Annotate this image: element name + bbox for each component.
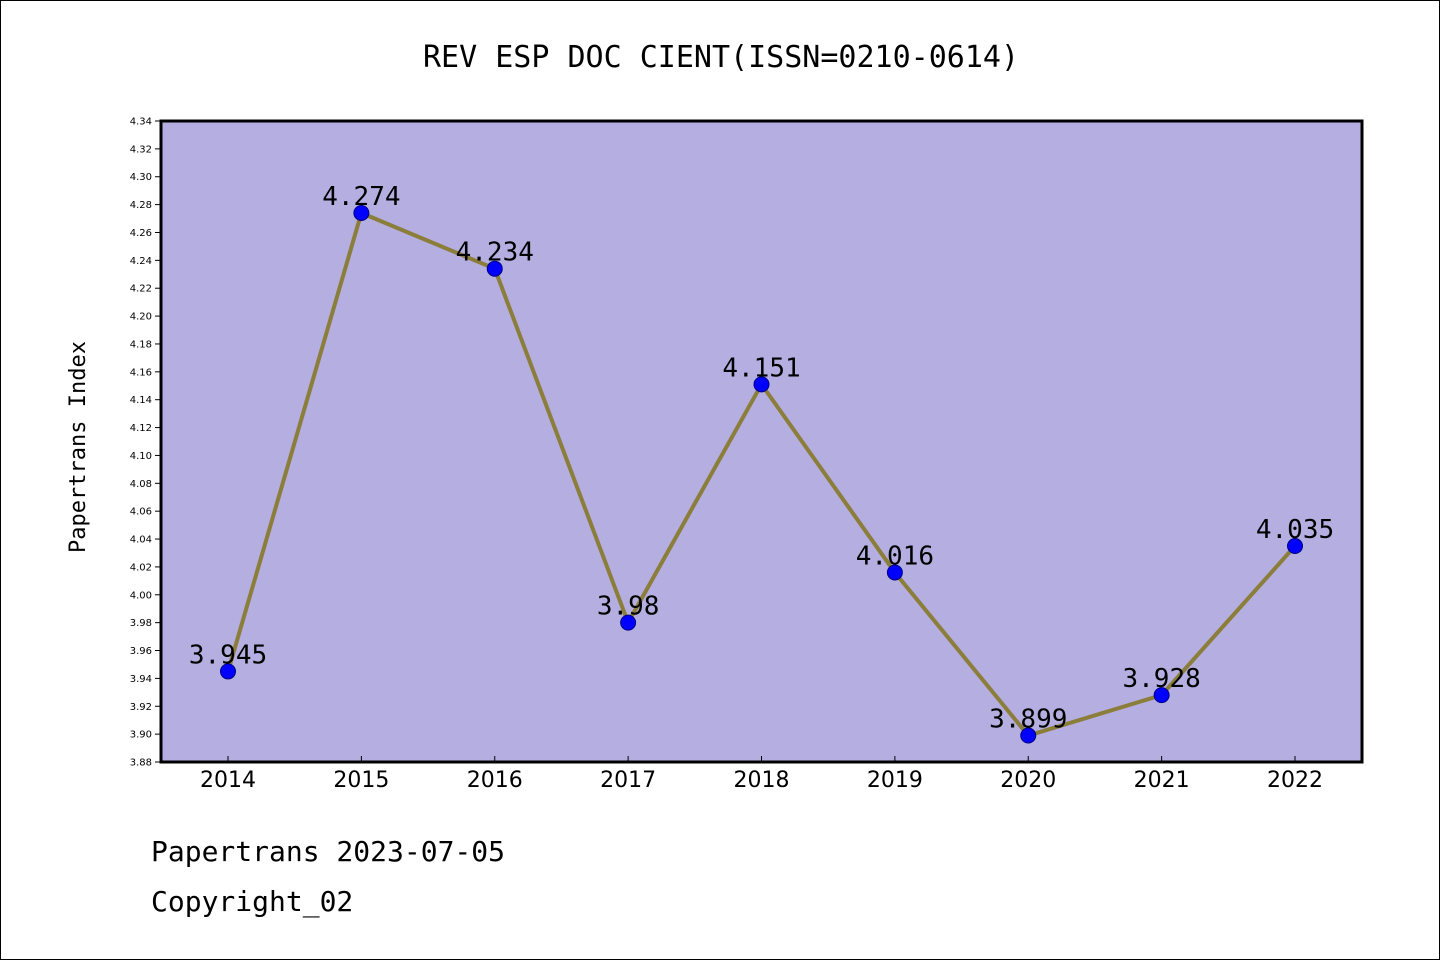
footer-copyright: Copyright_02	[151, 885, 354, 918]
data-label: 3.899	[989, 705, 1067, 735]
data-point	[486, 260, 503, 277]
data-point	[1153, 687, 1170, 704]
data-label: 4.016	[856, 541, 934, 571]
data-label: 3.98	[597, 592, 660, 622]
x-tick-label: 2018	[734, 768, 790, 793]
data-point	[220, 663, 236, 680]
data-point	[620, 614, 637, 631]
x-axis: 2014 2015 2016 2017 2018 2019 2020 2021 2022	[200, 756, 1323, 793]
x-tick-label: 2016	[467, 768, 523, 793]
y-tick-label: 4.20	[130, 312, 152, 323]
y-tick-label: 4.12	[130, 423, 152, 434]
data-label: 3.945	[189, 640, 267, 670]
y-tick-label: 4.34	[130, 117, 152, 128]
y-axis: 3.88 3.90 3.92 3.94 3.96 3.98 4.00 4.02 4.04 4.06…	[130, 117, 161, 769]
y-tick-label: 4.06	[130, 507, 152, 518]
y-tick-label: 4.14	[130, 395, 152, 406]
y-tick-label: 3.90	[130, 730, 152, 741]
x-tick-label: 2014	[200, 768, 256, 793]
data-label: 4.151	[722, 353, 800, 383]
footer-date: Papertrans 2023-07-05	[151, 835, 506, 868]
x-tick-label: 2019	[867, 768, 923, 793]
y-tick-label: 4.10	[130, 451, 152, 462]
chart-title: REV ESP DOC CIENT(ISSN=0210-0614)	[423, 40, 1019, 75]
y-tick-label: 4.26	[130, 228, 152, 239]
x-tick-label: 2015	[333, 768, 389, 793]
y-tick-label: 3.96	[130, 646, 152, 657]
plot-border	[159, 119, 1364, 764]
data-label: 4.234	[456, 238, 534, 268]
data-point	[886, 564, 903, 581]
y-tick-label: 4.28	[130, 200, 152, 211]
y-tick-label: 3.98	[130, 618, 152, 629]
y-tick-label: 4.30	[130, 172, 152, 183]
y-tick-label: 4.04	[130, 535, 152, 546]
y-tick-label: 4.18	[130, 339, 152, 350]
y-tick-label: 4.32	[130, 144, 152, 155]
x-tick-label: 2021	[1134, 768, 1190, 793]
x-tick-label: 2022	[1267, 768, 1323, 793]
y-axis-label: Papertrans Index	[66, 341, 91, 553]
y-tick-label: 3.94	[130, 674, 152, 685]
series-layer: 3.945 4.274 4.234 3.98 4.151 4.016 3.899 3.928 4…	[189, 182, 1334, 744]
y-tick-label: 4.02	[130, 562, 152, 573]
plot-area	[161, 121, 1362, 762]
data-point	[753, 376, 770, 393]
y-tick-label: 3.88	[130, 758, 152, 769]
data-label: 3.928	[1122, 664, 1200, 694]
y-tick-label: 4.08	[130, 479, 152, 490]
data-point	[1020, 727, 1037, 744]
data-point	[353, 204, 370, 221]
y-tick-label: 3.92	[130, 702, 152, 713]
y-tick-label: 4.24	[130, 256, 152, 267]
y-tick-label: 4.22	[130, 284, 152, 295]
data-label: 4.274	[322, 182, 400, 212]
x-tick-label: 2017	[600, 768, 656, 793]
x-tick-label: 2020	[1000, 768, 1056, 793]
data-point	[1287, 538, 1303, 555]
data-label: 4.035	[1256, 515, 1334, 545]
y-tick-label: 4.00	[130, 590, 152, 601]
y-tick-label: 4.16	[130, 367, 152, 378]
